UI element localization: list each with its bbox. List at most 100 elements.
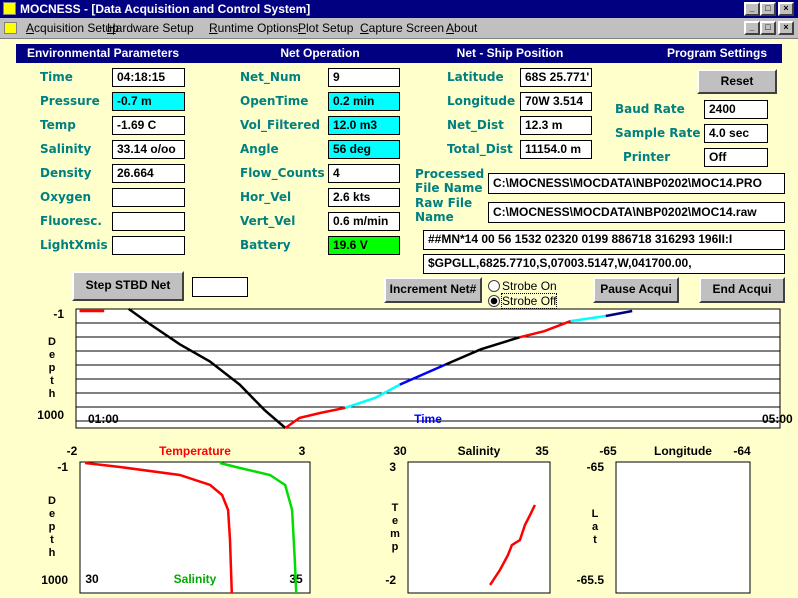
mdi-icon bbox=[4, 22, 17, 34]
field-label: Density bbox=[40, 166, 92, 180]
data-line bbox=[605, 309, 633, 318]
file-path: C:\MOCNESS\MOCDATA\NBP0202\MOC14.PRO bbox=[488, 173, 785, 194]
field-label: Pressure bbox=[40, 94, 100, 108]
minimize-button[interactable]: _ bbox=[744, 2, 760, 16]
field-value: 0.6 m/min bbox=[328, 212, 400, 231]
section-header: Environmental Parameters bbox=[26, 46, 180, 60]
step-input[interactable] bbox=[192, 277, 248, 297]
menu-item[interactable]: Capture Screen bbox=[360, 21, 445, 35]
field-value: 2.6 kts bbox=[328, 188, 400, 207]
y-axis-label: Lat bbox=[589, 508, 601, 547]
menu-bar bbox=[0, 18, 798, 39]
field-value: 12.0 m3 bbox=[328, 116, 400, 135]
app-icon bbox=[3, 2, 16, 15]
field-label: Salinity bbox=[40, 142, 92, 156]
mdi-close[interactable]: × bbox=[778, 21, 794, 35]
plot-area bbox=[615, 461, 751, 594]
window-title: MOCNESS - [Data Acquisition and Control … bbox=[20, 2, 311, 16]
y-tick-label: 1000 bbox=[41, 573, 68, 587]
file-path: C:\MOCNESS\MOCDATA\NBP0202\MOC14.raw bbox=[488, 202, 785, 223]
field-label: Fluoresc. bbox=[40, 214, 102, 228]
y-axis-label: Temp bbox=[389, 501, 401, 554]
y-tick-label: -65.5 bbox=[577, 573, 605, 587]
plot-area bbox=[407, 461, 551, 594]
field-value bbox=[112, 212, 185, 231]
field-label: Latitude bbox=[447, 70, 504, 84]
field-label: Oxygen bbox=[40, 190, 92, 204]
menu-item[interactable]: Runtime Options bbox=[209, 21, 299, 35]
radio-button[interactable] bbox=[488, 280, 500, 292]
field-value: 12.3 m bbox=[520, 116, 592, 135]
field-value: -0.7 m bbox=[112, 92, 185, 111]
field-value: 0.2 min bbox=[328, 92, 400, 111]
data-line bbox=[344, 383, 401, 409]
field-label: OpenTime bbox=[240, 94, 309, 108]
increment-button[interactable]: Increment Net# bbox=[384, 277, 482, 303]
x-tick-label: -2 bbox=[67, 444, 78, 458]
field-value: 11154.0 m bbox=[520, 140, 592, 159]
data-line bbox=[489, 504, 537, 586]
field-value: 70W 3.514 bbox=[520, 92, 592, 111]
plot-area bbox=[79, 461, 311, 594]
x-axis-label: Longitude bbox=[654, 444, 712, 458]
setting-label: Printer bbox=[623, 150, 671, 164]
data-line bbox=[84, 461, 234, 594]
menu-item[interactable]: Hardware Setup bbox=[107, 21, 194, 35]
menu-item[interactable]: Acquisition Setup bbox=[26, 21, 119, 35]
data-line bbox=[128, 307, 287, 429]
reset-button[interactable]: Reset bbox=[697, 69, 777, 94]
field-value: 04:18:15 bbox=[112, 68, 185, 87]
field-label: Flow_Counts bbox=[240, 166, 325, 180]
field-value: 4 bbox=[328, 164, 400, 183]
field-value bbox=[112, 188, 185, 207]
section-header-bar bbox=[16, 44, 782, 63]
x2-tick-label: 30 bbox=[85, 572, 99, 586]
data-line bbox=[570, 314, 606, 323]
title-bar bbox=[0, 0, 798, 18]
field-label: Net_Dist bbox=[447, 118, 504, 132]
setting-value: 2400 bbox=[704, 100, 768, 119]
field-value bbox=[112, 236, 185, 255]
step-button[interactable]: Step STBD Net bbox=[72, 271, 184, 301]
section-header: Net - Ship Position bbox=[456, 46, 564, 60]
field-label: Net_Num bbox=[240, 70, 302, 84]
field-label: Angle bbox=[240, 142, 279, 156]
field-label: Battery bbox=[240, 238, 291, 252]
mdi-minimize[interactable]: _ bbox=[744, 21, 760, 35]
field-label: LightXmis bbox=[40, 238, 108, 252]
x-tick-label: -64 bbox=[733, 444, 751, 458]
section-header: Net Operation bbox=[280, 46, 360, 60]
radio-label[interactable]: Strobe Off bbox=[500, 293, 558, 309]
field-value: 26.664 bbox=[112, 164, 185, 183]
end-button[interactable]: End Acqui bbox=[699, 277, 785, 303]
data-line bbox=[519, 319, 572, 339]
field-value: 56 deg bbox=[328, 140, 400, 159]
radio-button[interactable] bbox=[488, 295, 500, 307]
restore-button[interactable]: □ bbox=[760, 2, 776, 16]
field-value: 33.14 o/oo bbox=[112, 140, 185, 159]
x-tick-label: 35 bbox=[535, 444, 549, 458]
field-label: Longitude bbox=[447, 94, 516, 108]
data-line bbox=[445, 336, 520, 366]
pause-button[interactable]: Pause Acqui bbox=[593, 277, 679, 303]
setting-label: Sample Rate bbox=[615, 126, 701, 140]
x2-axis-label: Salinity bbox=[174, 572, 217, 586]
setting-value: 4.0 sec bbox=[704, 124, 768, 143]
section-header: Program Settings bbox=[666, 46, 768, 60]
field-label: Vol_Filtered bbox=[240, 118, 320, 132]
close-button[interactable]: × bbox=[778, 2, 794, 16]
mdi-restore[interactable]: □ bbox=[760, 21, 776, 35]
field-label: Total_Dist bbox=[447, 142, 513, 156]
y-axis-label: Depth bbox=[46, 336, 58, 401]
menu-item[interactable]: About bbox=[446, 21, 478, 35]
field-value: 19.6 V bbox=[328, 236, 400, 255]
radio-label[interactable]: Strobe On bbox=[502, 279, 557, 293]
field-label: Vert_Vel bbox=[240, 214, 296, 228]
field-value: -1.69 C bbox=[112, 116, 185, 135]
y-tick-label: -1 bbox=[57, 460, 68, 474]
x-tick-label: 30 bbox=[393, 444, 407, 458]
x-tick-label: 05:00 bbox=[762, 412, 793, 426]
file-label: Processed File Name bbox=[415, 167, 485, 195]
menu-item[interactable]: Plot Setup bbox=[298, 21, 354, 35]
